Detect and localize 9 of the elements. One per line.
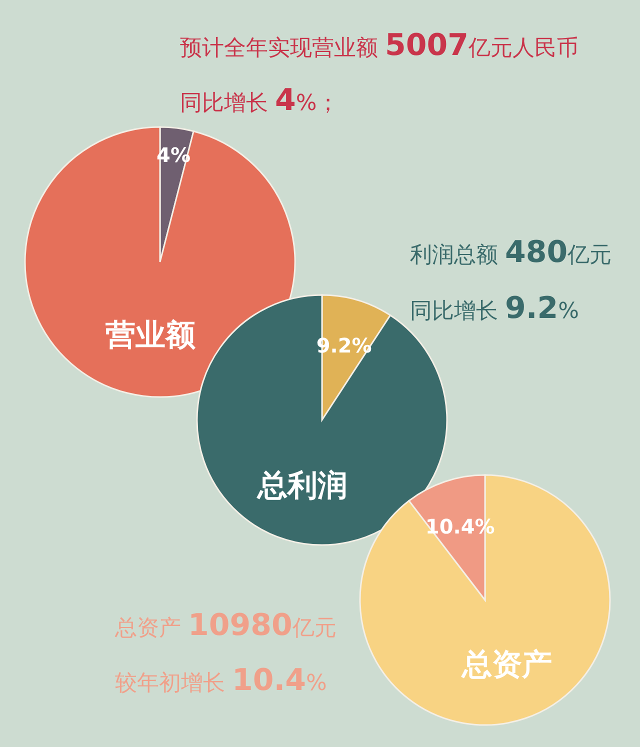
- text: 总资产 10980亿元: [114, 608, 336, 643]
- slice-label: 总资产: [461, 648, 552, 683]
- slice-label: 营业额: [106, 318, 196, 354]
- text: 同比增长 4%；: [180, 83, 339, 118]
- text: 预计全年实现营业额 5007亿元人民币: [180, 28, 578, 63]
- slice-label: 总利润: [256, 468, 348, 504]
- text: 同比增长 9.2%: [410, 291, 580, 326]
- text: 利润总额 480亿元: [410, 235, 612, 270]
- text: 较年初增长 10.4%: [115, 663, 327, 698]
